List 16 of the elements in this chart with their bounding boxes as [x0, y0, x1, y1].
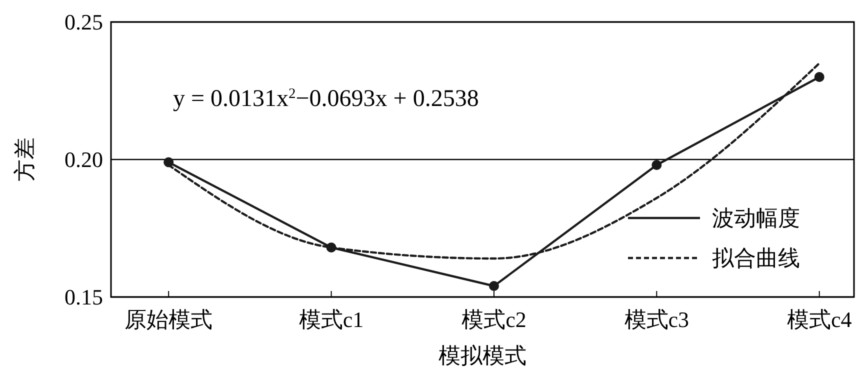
- y-axis-title: 方差: [12, 138, 37, 182]
- point: [652, 160, 662, 170]
- legend-label: 波动幅度: [712, 206, 800, 230]
- x-tick-label: 模式c1: [298, 307, 364, 332]
- x-tick-label: 模式c2: [462, 307, 526, 332]
- point: [488, 281, 499, 291]
- y-tick-label: 0.25: [64, 10, 103, 34]
- x-tick-label: 原始模式: [124, 307, 213, 332]
- x-tick-label: 模式c4: [786, 307, 852, 332]
- legend-label: 拟合曲线: [712, 246, 800, 270]
- x-tick-label: 模式c3: [624, 307, 690, 332]
- x-axis-title: 模拟模式: [438, 343, 526, 368]
- annotation: y = 0.0131x$^{2}$−0.0693x + 0.2538: [173, 86, 479, 112]
- y-tick-label: 0.20: [64, 147, 103, 172]
- point: [814, 72, 824, 82]
- y-tick-label: 0.15: [64, 284, 103, 310]
